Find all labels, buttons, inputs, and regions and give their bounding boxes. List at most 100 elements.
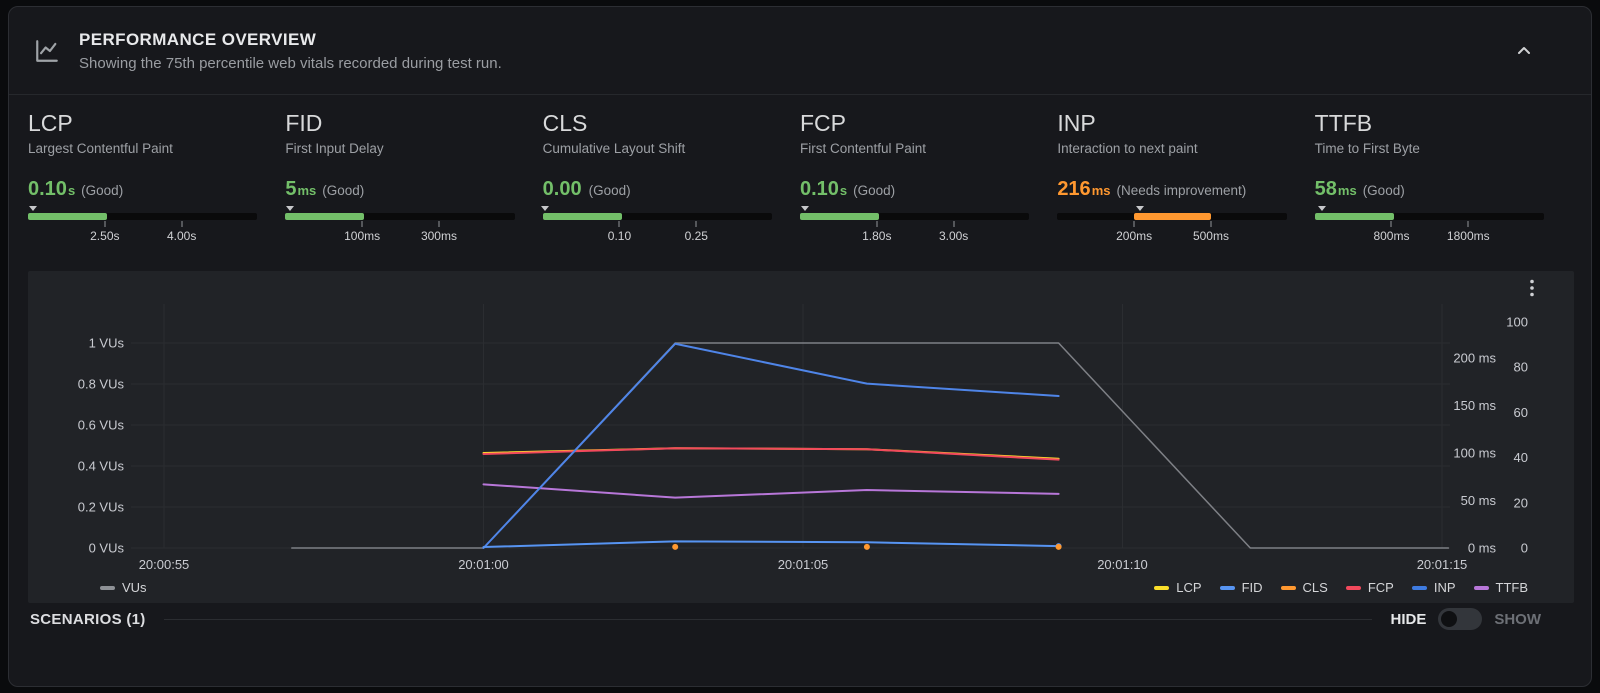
gauge-value-marker: [28, 206, 37, 211]
legend-item-fid[interactable]: FID: [1219, 580, 1263, 595]
hide-show-toggle[interactable]: [1438, 608, 1483, 630]
y-axis-label-vus: 0.8 VUs: [78, 377, 125, 392]
gauge-tick-2: [952, 221, 955, 227]
legend-right: LCP FID CLS FCP INP TTFB: [1154, 580, 1528, 595]
metric-value-row: 0.00 (Good): [543, 178, 772, 201]
metric-unit: ms: [297, 183, 317, 198]
scenarios-label: SCENARIOS (1): [30, 610, 146, 628]
gauge-tick-1: [361, 221, 364, 227]
gauge-tick-1: [1133, 221, 1136, 227]
metric-card-fcp: FCP First Contentful Paint 0.10 s (Good)…: [799, 109, 1057, 248]
metric-value: 0.00: [542, 178, 582, 200]
metric-value-row: 0.10 s (Good): [800, 178, 1029, 201]
gauge-tick1-label: 1.80s: [862, 229, 892, 243]
chevron-up-icon: [1517, 43, 1531, 58]
legend-label: FCP: [1367, 580, 1394, 595]
metric-value: 5: [285, 178, 297, 200]
y-axis-label-scale: 20: [1514, 495, 1528, 510]
metric-unit: ms: [1091, 183, 1111, 198]
y-axis-label-scale: 100: [1506, 315, 1528, 330]
show-label[interactable]: SHOW: [1494, 610, 1541, 628]
legend-item-lcp[interactable]: LCP: [1154, 580, 1202, 595]
panel-subtitle: Showing the 75th percentile web vitals r…: [79, 54, 502, 72]
chart-icon: [31, 35, 63, 67]
gauge-fill: [799, 213, 880, 220]
x-axis-label: 20:01:15: [1417, 557, 1468, 572]
gauge-tick2-label: 3.00s: [938, 229, 969, 243]
legend-left: VUs: [100, 580, 147, 595]
y-axis-label-ms: 150 ms: [1453, 398, 1496, 413]
metric-name: CLS: [542, 110, 588, 136]
chart-svg: 1 VUs 0.8 VUs 0.6 VUs 0.4 VUs 0.2 VUs 0 VUs 20…: [78, 304, 1528, 572]
metric-unit: s: [839, 183, 848, 198]
gauge-tick2-label: 0.25: [684, 229, 708, 243]
legend-item-vus[interactable]: VUs: [100, 580, 147, 595]
metric-gauge: 2.50s 4.00s: [28, 206, 258, 248]
gauge-value-marker: [1317, 206, 1326, 211]
panel-menu-button[interactable]: [1530, 279, 1556, 305]
x-axis-label: 20:01:00: [458, 557, 509, 572]
metric-name: FCP: [799, 110, 846, 136]
metric-gauge: 100ms 300ms: [285, 206, 515, 248]
series-point-cls: [863, 543, 870, 550]
metric-description: Largest Contentful Paint: [28, 141, 173, 156]
collapse-panel-button[interactable]: [1517, 43, 1531, 58]
legend-swatch: [1154, 585, 1170, 590]
series-line-vus: [291, 342, 1450, 549]
gauge-tick1-label: 800ms: [1373, 229, 1410, 243]
legend-item-cls[interactable]: CLS: [1280, 580, 1328, 595]
metric-value-row: 0.10 s (Good): [28, 178, 257, 201]
metric-description: Cumulative Layout Shift: [542, 141, 686, 156]
gauge-tick-2: [695, 221, 698, 227]
hide-label[interactable]: HIDE: [1390, 610, 1427, 628]
metric-description: First Contentful Paint: [799, 141, 927, 156]
gauge-tick2-label: 1800ms: [1446, 229, 1490, 243]
metric-name: TTFB: [1314, 110, 1373, 136]
legend-swatch: [1473, 585, 1489, 590]
metric-status: (Good): [322, 183, 365, 198]
gauge-value-marker: [285, 206, 294, 211]
gauge-fill: [542, 213, 622, 220]
y-axis-label-vus: 0.2 VUs: [78, 500, 125, 515]
metric-value-row: 5 ms (Good): [285, 178, 514, 201]
gauge-tick1-label: 2.50s: [90, 229, 120, 243]
metric-gauge: 800ms 1800ms: [1314, 206, 1544, 248]
metric-gauge: 1.80s 3.00s: [799, 206, 1030, 248]
legend-item-fcp[interactable]: FCP: [1345, 580, 1394, 595]
metric-gauge: 200ms 500ms: [1057, 206, 1287, 248]
gauge-tick1-label: 200ms: [1116, 229, 1153, 243]
gauge-fill: [1134, 213, 1211, 220]
metric-card-fid: FID First Input Delay 5 ms (Good) 100ms …: [285, 109, 542, 248]
metric-value-row: 58 ms (Good): [1315, 178, 1544, 201]
legend-label: LCP: [1176, 580, 1202, 595]
footer-divider: [163, 618, 1373, 620]
metric-status: (Good): [853, 183, 896, 198]
gauge-tick1-label: 0.10: [607, 229, 632, 243]
performance-overview-panel: PERFORMANCE OVERVIEW Showing the 75th pe…: [8, 6, 1592, 687]
metric-card-ttfb: TTFB Time to First Byte 58 ms (Good) 800…: [1314, 109, 1572, 248]
legend-label: TTFB: [1495, 580, 1529, 595]
x-axis-label: 20:01:05: [778, 557, 829, 572]
legend-item-ttfb[interactable]: TTFB: [1473, 580, 1529, 595]
gauge-tick-1: [1390, 221, 1393, 227]
legend-swatch: [100, 585, 115, 590]
gauge-tick-2: [437, 221, 440, 227]
legend-item-inp[interactable]: INP: [1411, 580, 1456, 595]
legend-swatch: [1345, 585, 1361, 590]
metric-status: (Good): [1362, 183, 1405, 198]
series-point-cls: [672, 543, 679, 550]
gauge-value-marker: [800, 206, 809, 211]
series-line-inp: [482, 342, 1060, 549]
metric-value-row: 216 ms (Needs improvement): [1057, 178, 1286, 201]
y-axis-label-vus: 1 VUs: [89, 336, 125, 351]
gauge-fill: [28, 213, 108, 220]
series-point-cls: [1055, 543, 1062, 550]
y-axis-label-vus: 0 VUs: [89, 541, 125, 556]
x-axis-label: 20:01:10: [1097, 557, 1148, 572]
gauge-track: [542, 213, 772, 220]
timeseries-chart: 1 VUs 0.8 VUs 0.6 VUs 0.4 VUs 0.2 VUs 0 VUs 20…: [28, 271, 1574, 603]
metric-card-lcp: LCP Largest Contentful Paint 0.10 s (Goo…: [28, 109, 285, 248]
metric-gauge: 0.10 0.25: [540, 206, 772, 248]
gauge-tick-2: [1209, 221, 1212, 227]
metric-card-cls: CLS Cumulative Layout Shift 0.00 (Good) …: [540, 109, 800, 248]
